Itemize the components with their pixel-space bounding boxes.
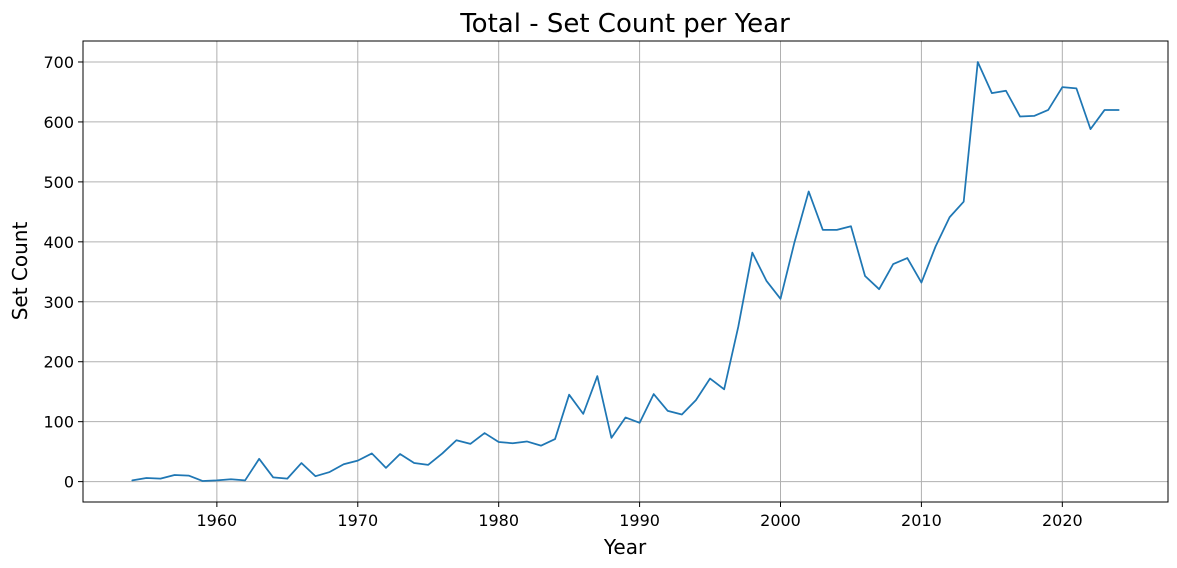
x-axis-ticks: 1960 1970 1980 1990 2000 2010 2020 [197, 502, 1083, 530]
y-tick-label: 200 [43, 353, 74, 372]
y-tick-label: 600 [43, 113, 74, 132]
chart-title: Total - Set Count per Year [459, 9, 790, 39]
y-tick-label: 0 [64, 473, 74, 492]
y-tick-label: 400 [43, 233, 74, 252]
y-tick-label: 300 [43, 293, 74, 312]
plot-frame [82, 40, 1169, 503]
x-tick-label: 1960 [197, 511, 238, 530]
x-tick-label: 2020 [1042, 511, 1083, 530]
x-tick-label: 1980 [478, 511, 519, 530]
y-axis-label: Set Count [8, 222, 32, 321]
x-tick-label: 2010 [901, 511, 942, 530]
y-tick-label: 100 [43, 413, 74, 432]
x-tick-label: 2000 [760, 511, 801, 530]
x-tick-label: 1990 [619, 511, 660, 530]
y-axis-ticks: 0 100 200 300 400 500 600 700 [43, 53, 83, 492]
x-tick-label: 1970 [337, 511, 378, 530]
y-tick-label: 700 [43, 53, 74, 72]
grid [83, 41, 1168, 502]
x-axis-label: Year [603, 535, 647, 559]
series-layer [131, 61, 1120, 482]
y-tick-label: 500 [43, 173, 74, 192]
